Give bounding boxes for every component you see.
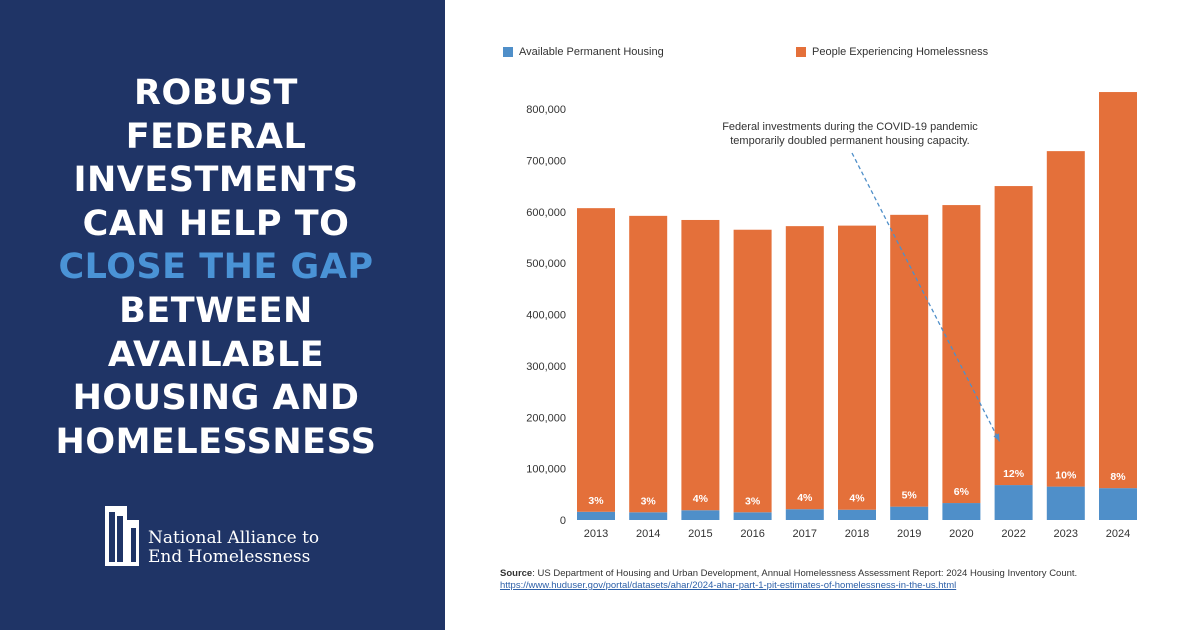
bar-housing [942,503,981,520]
y-tick-label: 600,000 [526,207,566,219]
annotation-line: temporarily doubled permanent housing ca… [730,135,970,147]
bar-housing [733,512,772,520]
bar-people [1046,151,1085,487]
data-label: 4% [797,492,813,504]
y-tick-label: 800,000 [526,104,566,116]
x-tick-label: 2022 [1001,528,1025,540]
bar-people [838,225,876,510]
data-label: 3% [745,495,761,507]
bar-people [733,229,772,513]
legend-swatch-people [796,46,806,57]
bar-people [577,208,615,512]
logo-text: National Alliance to [148,528,320,548]
bar-housing [890,506,929,520]
headline-line: ROBUST [134,73,298,113]
annotation-line: Federal investments during the COVID-19 … [722,121,978,133]
source-text: : US Department of Housing and Urban Dev… [532,568,1078,579]
bar-housing [838,509,876,520]
y-tick-label: 400,000 [526,310,566,322]
headline-line: HOMELESSNESS [55,421,377,462]
building-door-icon [105,506,139,566]
y-tick-label: 200,000 [526,412,566,424]
legend-label: Available Permanent Housing [519,45,664,58]
chart-annotation: Federal investments during the COVID-19 … [700,120,1000,148]
headline-accent-line: CLOSE THE GAP [58,247,374,288]
annotation-arrowhead [993,433,1000,442]
data-label: 8% [1110,471,1126,483]
x-tick-label: 2016 [740,528,764,540]
data-label: 3% [588,495,604,507]
headline: ROBUST FEDERAL INVESTMENTS CAN HELP TO C… [0,72,432,464]
data-label: 4% [693,493,709,505]
x-tick-label: 2014 [636,528,660,540]
headline-line: AVAILABLE [107,334,325,375]
x-tick-label: 2018 [845,528,869,540]
data-label: 6% [954,486,970,498]
legend-label: People Experiencing Homelessness [812,45,989,58]
source-link[interactable]: https://www.huduser.gov/portal/datasets/… [500,580,957,591]
data-label: 4% [849,493,865,505]
organization-logo: National Alliance to End Homelessness [105,506,405,568]
bar-people [890,214,929,507]
y-tick-label: 0 [560,515,566,527]
x-tick-label: 2019 [897,528,921,540]
y-tick-label: 100,000 [526,464,566,476]
data-label: 10% [1055,470,1077,482]
bar-housing [994,485,1033,520]
bar-people [942,205,981,504]
headline-line: HOUSING AND [72,378,360,419]
x-tick-label: 2015 [688,528,712,540]
data-label: 5% [902,490,918,502]
x-tick-label: 2024 [1106,528,1130,540]
source-prefix: Source [500,568,533,579]
bar-people [994,186,1033,486]
x-tick-label: 2023 [1054,528,1078,540]
data-label: 3% [641,495,657,507]
headline-line: FEDERAL [125,116,307,157]
bar-people [681,219,720,511]
left-panel: ROBUST FEDERAL INVESTMENTS CAN HELP TO C… [0,0,445,630]
bar-housing [577,511,615,520]
x-tick-label: 2020 [949,528,973,540]
y-tick-label: 300,000 [526,361,566,373]
bar-housing [629,512,668,520]
legend-swatch-housing [503,46,513,57]
source-note: Source: US Department of Housing and Urb… [500,568,1140,592]
headline-line: BETWEEN [119,290,313,331]
x-tick-label: 2013 [584,528,608,540]
bar-people [629,215,668,513]
data-label: 12% [1003,468,1025,480]
bar-people [785,226,824,510]
logo-text: End Homelessness [148,547,311,567]
y-tick-label: 500,000 [526,258,566,270]
legend-item-people: People Experiencing Homelessness [796,43,989,58]
x-tick-label: 2017 [793,528,817,540]
bar-housing [681,510,720,520]
stacked-bar-chart: 0 100,000 200,000 300,000 400,000 500,000 600,… [526,92,1137,540]
bar-housing [785,509,824,520]
bar-people [1099,92,1137,489]
headline-line: CAN HELP TO [82,203,350,244]
bar-housing [1046,486,1085,520]
y-tick-label: 700,000 [526,155,566,167]
headline-line: INVESTMENTS [73,160,359,201]
legend-item-housing: Available Permanent Housing [503,43,664,58]
annotation-arrow [851,152,1001,442]
bar-housing [1099,488,1137,520]
